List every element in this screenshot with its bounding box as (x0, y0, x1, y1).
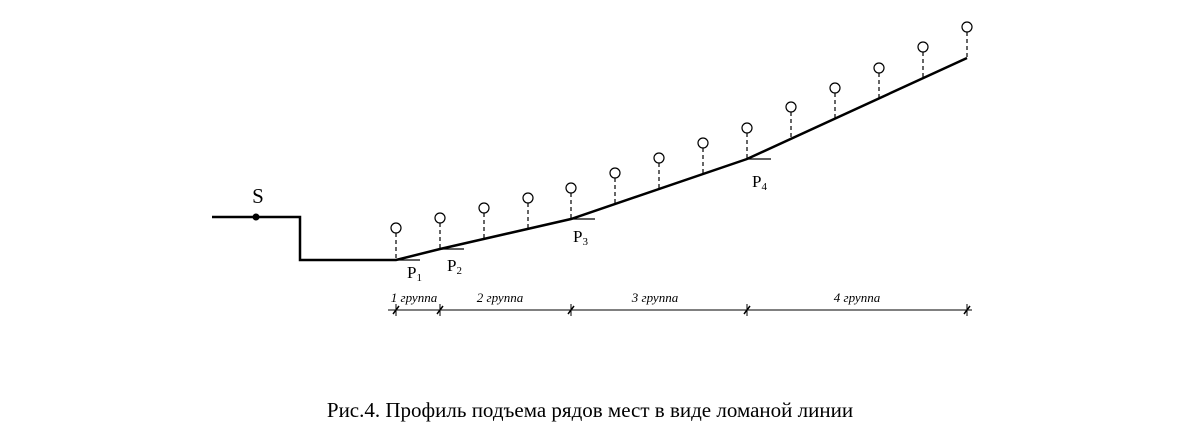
seat-eye (609, 167, 621, 179)
point-letter: P (447, 256, 456, 275)
caption: Рис.4. Профиль подъема рядов мест в виде… (327, 398, 853, 422)
seat-eye (829, 82, 841, 94)
seat-eye (873, 62, 885, 74)
point-label: P1 (407, 263, 422, 284)
group-label: 4 группа (834, 290, 881, 305)
seat-eye (917, 41, 929, 53)
seat-eye (434, 212, 446, 224)
point-sub: 2 (456, 265, 462, 277)
seat-eye (961, 21, 973, 33)
point-label: P2 (447, 256, 462, 277)
point-letter: P (752, 172, 761, 191)
group-label: 2 группа (477, 290, 524, 305)
seat-eye (522, 192, 534, 204)
source-label: S (252, 184, 264, 208)
seat-eye (741, 122, 753, 134)
point-letter: P (407, 263, 416, 282)
source-point (252, 213, 260, 221)
seat-eye (697, 137, 709, 149)
seat-eye (653, 152, 665, 164)
seat-eye (478, 202, 490, 214)
point-sub: 3 (582, 236, 588, 248)
point-label: P4 (752, 172, 767, 193)
seat-eye (565, 182, 577, 194)
group-label: 3 группа (631, 290, 679, 305)
seat-eye (785, 101, 797, 113)
profile-line (212, 56, 968, 262)
point-sub: 1 (416, 272, 422, 284)
seat-eye (390, 222, 402, 234)
point-letter: P (573, 227, 582, 246)
point-sub: 4 (761, 181, 767, 193)
point-label: P3 (573, 227, 588, 248)
group-label: 1 группа (391, 290, 438, 305)
